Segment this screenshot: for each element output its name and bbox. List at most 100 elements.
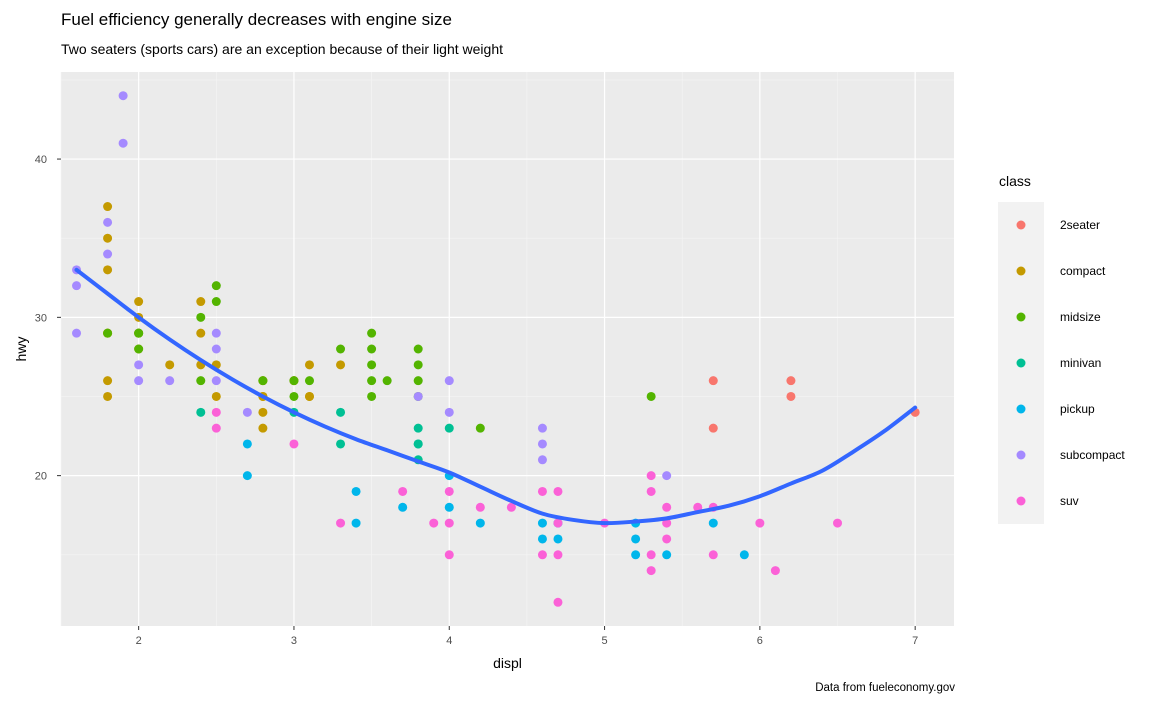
point-suv: [646, 486, 656, 496]
legend-label-pickup: pickup: [1060, 402, 1095, 416]
point-minivan: [413, 423, 423, 433]
point-pickup: [537, 534, 547, 544]
point-subcompact: [537, 423, 547, 433]
point-suv: [475, 502, 485, 512]
legend-key-pickup: [1016, 404, 1026, 414]
legend-label-suv: suv: [1060, 494, 1079, 508]
y-tick-label: 40: [35, 154, 47, 166]
point-midsize: [367, 344, 377, 354]
point-pickup: [351, 518, 361, 528]
point-suv: [553, 597, 563, 607]
point-suv: [755, 518, 765, 528]
chart-caption: Data from fueleconomy.gov: [815, 682, 955, 694]
point-pickup: [662, 550, 672, 560]
point-compact: [103, 265, 113, 275]
point-pickup: [475, 518, 485, 528]
x-tick-label: 4: [446, 635, 452, 647]
point-midsize: [413, 344, 423, 354]
point-midsize: [304, 376, 314, 386]
x-tick-label: 2: [136, 635, 142, 647]
point-midsize: [196, 312, 206, 322]
point-subcompact: [134, 376, 144, 386]
point-subcompact: [211, 328, 221, 338]
legend-label-midsize: midsize: [1060, 310, 1101, 324]
legend-key-subcompact: [1016, 450, 1026, 460]
point-compact: [304, 360, 314, 370]
point-compact: [165, 360, 175, 370]
point-compact: [103, 202, 113, 212]
point-suv: [336, 518, 346, 528]
legend-label-subcompact: subcompact: [1060, 448, 1125, 462]
point-pickup: [398, 502, 408, 512]
point-midsize: [336, 344, 346, 354]
series-subcompact: [72, 91, 672, 481]
point-midsize: [367, 391, 377, 401]
point-suv: [662, 502, 672, 512]
point-subcompact: [165, 376, 175, 386]
point-suv: [553, 550, 563, 560]
legend-label-2seater: 2seater: [1060, 218, 1100, 232]
point-midsize: [211, 297, 221, 307]
legend-key-2seater: [1016, 220, 1026, 230]
point-midsize: [103, 328, 113, 338]
point-compact: [196, 297, 206, 307]
point-subcompact: [444, 376, 454, 386]
axes: 2 3 4 5 6 7 20 30 40: [35, 154, 918, 647]
point-suv: [662, 518, 672, 528]
point-subcompact: [72, 328, 82, 338]
point-subcompact: [413, 391, 423, 401]
point-subcompact: [118, 91, 128, 101]
smooth-line: [74, 267, 918, 526]
point-suv: [646, 471, 656, 481]
legend-label-minivan: minivan: [1060, 356, 1101, 370]
point-compact: [336, 360, 346, 370]
point-compact: [134, 297, 144, 307]
point-suv: [398, 486, 408, 496]
point-midsize: [367, 360, 377, 370]
point-subcompact: [444, 407, 454, 417]
x-axis-title: displ: [493, 655, 522, 671]
point-suv: [770, 566, 780, 576]
point-suv: [537, 550, 547, 560]
point-subcompact: [103, 249, 113, 259]
legend-title: class: [999, 173, 1031, 189]
x-tick-label: 5: [602, 635, 608, 647]
point-suv: [506, 502, 516, 512]
point-2seater: [786, 376, 796, 386]
panel-background: [61, 72, 954, 626]
point-subcompact: [242, 407, 252, 417]
legend-key-midsize: [1016, 312, 1026, 322]
y-axis-title: hwy: [13, 337, 29, 362]
series-pickup: [242, 439, 749, 560]
smooth-curve: [74, 267, 918, 526]
minor-gridlines: [60, 72, 954, 626]
point-midsize: [289, 376, 299, 386]
y-tick-label: 30: [35, 312, 47, 324]
legend: class 2seater compact midsize minivan pickup…: [998, 173, 1125, 524]
point-subcompact: [211, 376, 221, 386]
legend-label-compact: compact: [1060, 264, 1106, 278]
x-tick-label: 7: [912, 635, 918, 647]
point-pickup: [553, 534, 563, 544]
point-pickup: [242, 439, 252, 449]
point-subcompact: [118, 138, 128, 148]
point-minivan: [444, 423, 454, 433]
chart-title: Fuel efficiency generally decreases with…: [61, 10, 452, 29]
point-midsize: [382, 376, 392, 386]
point-subcompact: [134, 360, 144, 370]
point-minivan: [196, 407, 206, 417]
point-midsize: [289, 391, 299, 401]
point-suv: [444, 550, 454, 560]
point-compact: [103, 391, 113, 401]
data-points: [72, 91, 920, 607]
point-2seater: [708, 423, 718, 433]
point-subcompact: [72, 281, 82, 291]
point-compact: [103, 233, 113, 243]
point-subcompact: [211, 344, 221, 354]
point-suv: [833, 518, 843, 528]
point-pickup: [708, 518, 718, 528]
point-midsize: [211, 281, 221, 291]
point-subcompact: [537, 455, 547, 465]
point-compact: [304, 391, 314, 401]
point-suv: [211, 407, 221, 417]
